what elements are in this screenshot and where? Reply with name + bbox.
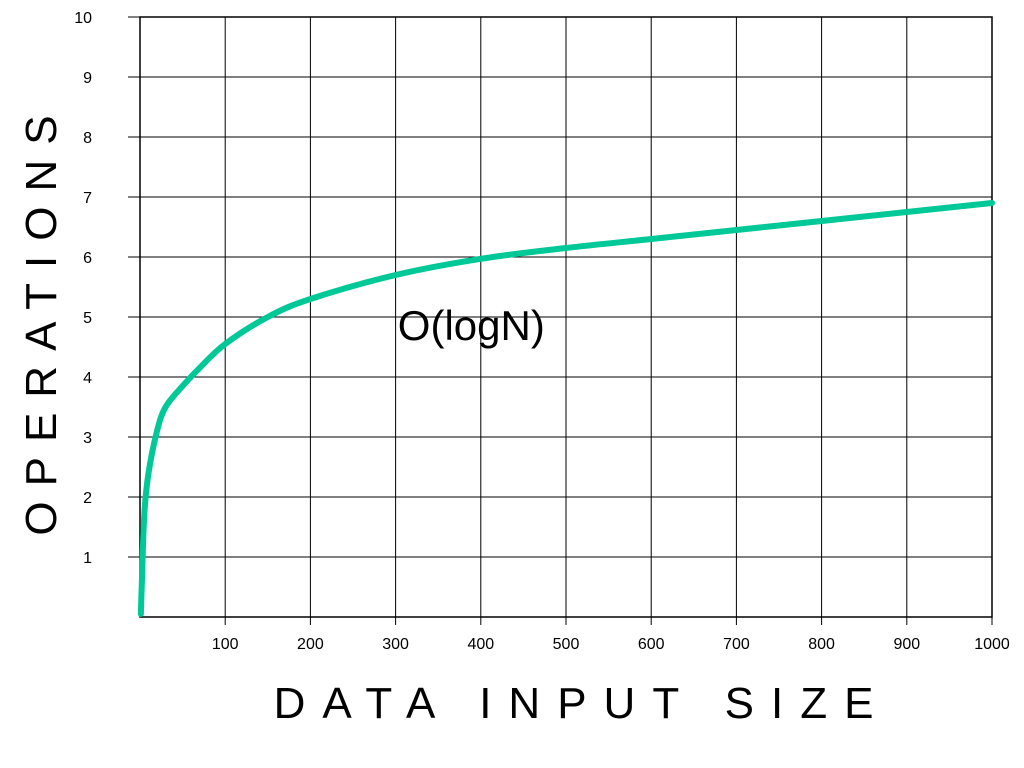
series-line-0 xyxy=(137,200,995,617)
series-group xyxy=(137,200,995,617)
y-tick-label-6: 6 xyxy=(83,250,92,267)
y-tick-label-1: 1 xyxy=(83,550,92,567)
y-tick-label-10: 10 xyxy=(74,10,92,27)
y-tick-label-3: 3 xyxy=(83,430,92,447)
x-tick-label-200: 200 xyxy=(297,636,324,653)
x-tick-label-800: 800 xyxy=(808,636,835,653)
x-tick-label-900: 900 xyxy=(893,636,920,653)
y-axis-title: OPERATIONS xyxy=(17,100,66,535)
x-tick-label-700: 700 xyxy=(723,636,750,653)
x-tick-label-300: 300 xyxy=(382,636,409,653)
x-tick-label-100: 100 xyxy=(212,636,239,653)
y-tick-label-2: 2 xyxy=(83,490,92,507)
y-tick-label-5: 5 xyxy=(83,310,92,327)
y-tick-label-4: 4 xyxy=(83,370,92,387)
x-tick-label-1000: 1000 xyxy=(974,636,1010,653)
x-axis-ticks: 100 200 300 400 500 600 700 800 900 1000 xyxy=(212,617,1010,653)
y-tick-label-9: 9 xyxy=(83,70,92,87)
annotation-label: O(logN) xyxy=(398,302,545,349)
grid xyxy=(139,16,993,618)
y-tick-label-7: 7 xyxy=(83,190,92,207)
y-axis-ticks: 1 2 3 4 5 6 7 8 9 10 xyxy=(74,10,140,567)
x-axis-title: DATA INPUT SIZE xyxy=(274,679,891,728)
x-tick-label-400: 400 xyxy=(467,636,494,653)
x-tick-label-600: 600 xyxy=(638,636,665,653)
x-tick-label-500: 500 xyxy=(553,636,580,653)
y-tick-label-8: 8 xyxy=(83,130,92,147)
